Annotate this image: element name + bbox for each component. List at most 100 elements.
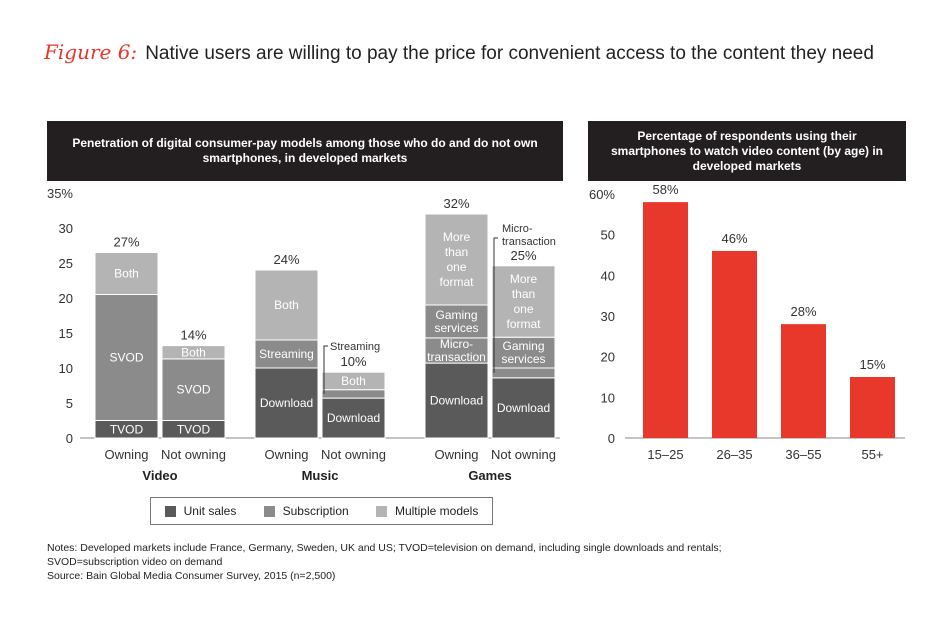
micro-transaction-callout-label: Micro-transaction	[502, 223, 556, 248]
age-category-label: 15–25	[647, 447, 683, 462]
right-y-tick-label: 30	[601, 309, 615, 324]
legend-label-subscription: Subscription	[282, 504, 349, 518]
segment-label: Both	[181, 345, 206, 359]
streaming-callout-label: Streaming	[330, 341, 380, 353]
left-y-tick-label: 15	[59, 326, 73, 341]
bar-category-label: Not owning	[161, 447, 226, 462]
source-line: Source: Bain Global Media Consumer Surve…	[47, 570, 336, 582]
bar-total-label: 24%	[273, 252, 299, 267]
bar-segment-video-not-owning	[161, 358, 226, 421]
segment-label: SVOD	[176, 383, 210, 397]
age-bar-value-label: 46%	[721, 231, 747, 246]
notes: Notes: Developed markets include France,…	[47, 541, 722, 583]
bar-segment-video-not-owning	[161, 345, 226, 360]
streaming-callout-line	[323, 345, 328, 394]
bar-segment-music-not-owning	[321, 397, 386, 439]
bar-category-label: Not owning	[321, 447, 386, 462]
right-y-tick-label: 0	[608, 431, 615, 446]
legend-label-unit-sales: Unit sales	[183, 504, 237, 518]
age-bar-55	[850, 377, 895, 438]
bar-segment-music-owning	[254, 269, 319, 341]
age-bar-15-25	[643, 202, 688, 438]
legend-swatch-subscription	[263, 505, 275, 517]
right-y-tick-label: 50	[601, 228, 615, 243]
bar-category-label: Owning	[434, 447, 478, 462]
segment-label: TVOD	[110, 422, 144, 436]
figure-label: Figure 6:	[44, 40, 138, 64]
bar-segment-games-owning	[424, 213, 489, 306]
figure-title: Native users are willing to pay the pric…	[145, 43, 874, 64]
segment-label: Both	[341, 374, 366, 388]
bar-total-label: 32%	[443, 196, 469, 211]
legend-swatch-multiple-models	[375, 505, 387, 517]
bar-segment-games-not-owning	[491, 336, 556, 369]
bar-segment-music-owning	[254, 339, 319, 369]
left-y-tick-label: 35%	[47, 186, 73, 201]
age-bar-26-35	[712, 250, 757, 438]
right-chart-title: Percentage of respondents using their sm…	[588, 121, 906, 181]
age-bar-value-label: 58%	[652, 182, 678, 197]
segment-label: Download	[260, 396, 313, 410]
legend-item-unit-sales: Unit sales	[164, 504, 237, 518]
age-bar-36-55	[781, 324, 826, 438]
segment-label: Download	[327, 411, 380, 425]
segment-label: Streaming	[259, 347, 314, 361]
age-category-label: 36–55	[785, 447, 821, 462]
bar-category-label: Not owning	[491, 447, 556, 462]
segment-label: Download	[497, 401, 550, 415]
left-y-tick-label: 25	[59, 256, 73, 271]
bar-total-label: 27%	[113, 235, 139, 250]
group-label-music: Music	[302, 468, 339, 483]
bar-segment-music-not-owning	[321, 389, 386, 399]
segment-label: Gaming services	[501, 339, 545, 366]
right-y-tick-label: 10	[601, 390, 615, 405]
bar-segment-video-owning	[94, 252, 159, 295]
bar-total-label: 10%	[340, 354, 366, 369]
notes-line-2: SVOD=subscription video on demand	[47, 556, 223, 568]
legend-swatch-unit-sales	[164, 505, 176, 517]
segment-label: Gaming services	[434, 308, 478, 335]
bar-segment-games-owning	[424, 304, 489, 339]
bar-segment-games-not-owning	[491, 265, 556, 338]
right-y-tick-label: 40	[601, 268, 615, 283]
bar-total-label: 25%	[510, 248, 536, 263]
segment-label: TVOD	[177, 422, 211, 436]
segment-label: Both	[274, 298, 299, 312]
left-y-tick-label: 10	[59, 361, 73, 376]
right-y-tick-label: 20	[601, 350, 615, 365]
group-label-video: Video	[142, 468, 177, 483]
age-bar-value-label: 28%	[790, 304, 816, 319]
legend: Unit sales Subscription Multiple models	[150, 497, 493, 525]
left-chart-title: Penetration of digital consumer-pay mode…	[47, 121, 563, 181]
bar-segment-music-not-owning	[321, 371, 386, 391]
age-category-label: 26–35	[716, 447, 752, 462]
age-category-label: 55+	[861, 447, 883, 462]
segment-label: More than one format	[506, 272, 541, 331]
left-y-tick-label: 5	[66, 396, 73, 411]
segment-label: Micro-transaction	[427, 337, 486, 364]
segment-label: Download	[430, 394, 483, 408]
bar-total-label: 14%	[180, 328, 206, 343]
legend-label-multiple-models: Multiple models	[394, 504, 479, 518]
bar-segment-video-owning	[94, 294, 159, 421]
bar-segment-games-not-owning	[491, 367, 556, 379]
legend-item-subscription: Subscription	[263, 504, 349, 518]
bar-category-label: Owning	[104, 447, 148, 462]
segment-label: SVOD	[109, 351, 143, 365]
left-y-tick-label: 20	[59, 291, 73, 306]
segment-label: Both	[114, 267, 139, 281]
legend-item-multiple-models: Multiple models	[375, 504, 479, 518]
bar-segment-games-owning	[424, 337, 489, 364]
micro-transaction-callout-line	[493, 237, 498, 373]
age-bar-value-label: 15%	[859, 357, 885, 372]
notes-line-1: Notes: Developed markets include France,…	[47, 542, 722, 554]
bar-segment-games-owning	[424, 362, 489, 439]
figure-heading: Figure 6: Native users are willing to pay…	[44, 40, 874, 65]
right-y-tick-label: 60%	[589, 187, 615, 202]
left-y-tick-label: 0	[66, 431, 73, 446]
left-y-tick-label: 30	[59, 221, 73, 236]
group-label-games: Games	[468, 468, 511, 483]
bar-category-label: Owning	[264, 447, 308, 462]
segment-label: More than one format	[439, 230, 474, 289]
